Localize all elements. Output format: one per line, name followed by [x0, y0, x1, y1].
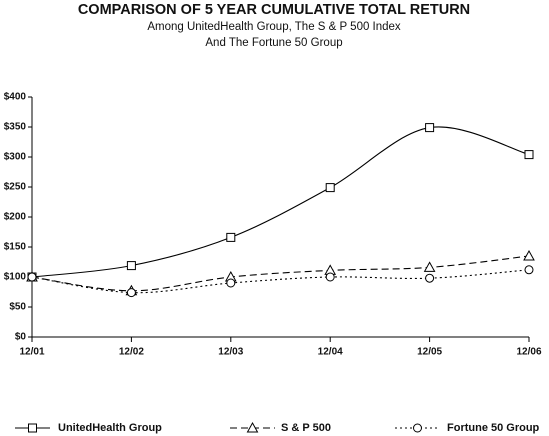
series-line [31, 269, 530, 294]
marker [226, 232, 236, 242]
series-line [31, 255, 530, 292]
legend-label: UnitedHealth Group [58, 422, 162, 434]
legend-label: S & P 500 [281, 422, 331, 434]
series-line [31, 126, 530, 278]
legend-label: Fortune 50 Group [447, 422, 540, 434]
y-tick-label: $200 [4, 212, 27, 223]
marker [126, 288, 136, 298]
marker [425, 273, 435, 283]
x-tick-label: 12/05 [417, 347, 442, 358]
y-tick-label: $350 [4, 122, 27, 133]
y-tick-label: $50 [9, 302, 26, 313]
legend-marker [413, 423, 422, 433]
y-tick-label: $250 [4, 182, 27, 193]
marker [226, 278, 236, 288]
marker [523, 249, 535, 261]
y-tick-label: $300 [4, 152, 27, 163]
marker [325, 272, 335, 282]
x-tick-label: 12/02 [119, 347, 144, 358]
marker [27, 272, 37, 282]
x-tick-label: 12/04 [318, 347, 343, 358]
y-tick-label: $150 [4, 242, 27, 253]
y-tick-label: $400 [4, 92, 27, 103]
chart-subtitle: And The Fortune 50 Group [205, 37, 342, 49]
marker [325, 183, 335, 193]
chart-title: COMPARISON OF 5 YEAR CUMULATIVE TOTAL RE… [78, 2, 470, 18]
legend-marker [246, 421, 259, 433]
y-tick-label: $100 [4, 272, 27, 283]
y-tick-label: $0 [15, 332, 27, 343]
marker [524, 265, 534, 275]
x-tick-label: 12/01 [19, 347, 44, 358]
legend-marker [28, 423, 37, 433]
x-tick-label: 12/03 [218, 347, 243, 358]
marker [425, 123, 435, 133]
marker [423, 261, 436, 272]
x-tick-label: 12/06 [516, 347, 541, 358]
chart-subtitle: Among UnitedHealth Group, The S & P 500 … [147, 21, 401, 33]
marker [524, 150, 534, 160]
marker [126, 261, 136, 271]
